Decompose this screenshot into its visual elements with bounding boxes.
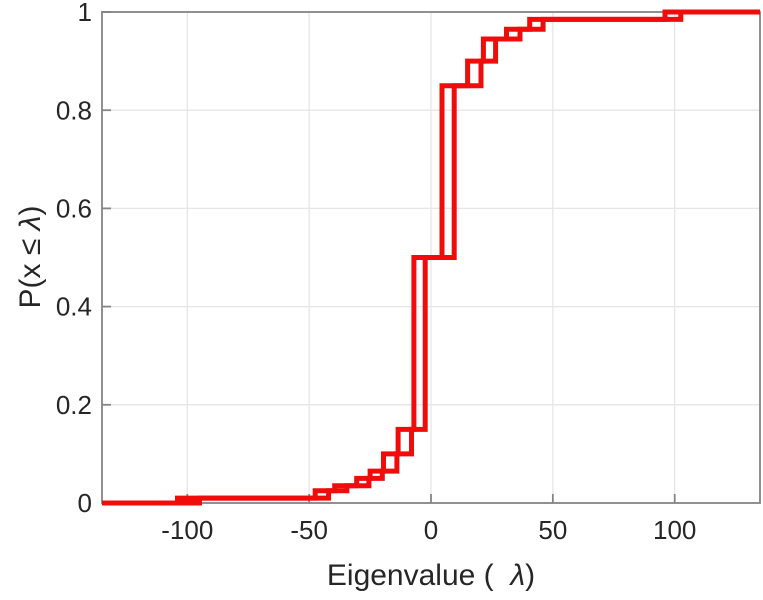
x-tick-label: 100 xyxy=(653,515,696,545)
ecdf-curve-2 xyxy=(102,9,760,506)
y-tick-label: 0.8 xyxy=(56,95,92,125)
x-tick-label: 0 xyxy=(424,515,438,545)
y-tick-label: 0.6 xyxy=(56,194,92,224)
y-tick-label: 1 xyxy=(78,0,92,27)
x-tick-label: -100 xyxy=(161,515,213,545)
y-tick-label: 0 xyxy=(78,488,92,518)
x-tick-label: 50 xyxy=(538,515,567,545)
x-tick-label: -50 xyxy=(290,515,328,545)
y-tick-label: 0.2 xyxy=(56,390,92,420)
y-tick-label: 0.4 xyxy=(56,292,92,322)
